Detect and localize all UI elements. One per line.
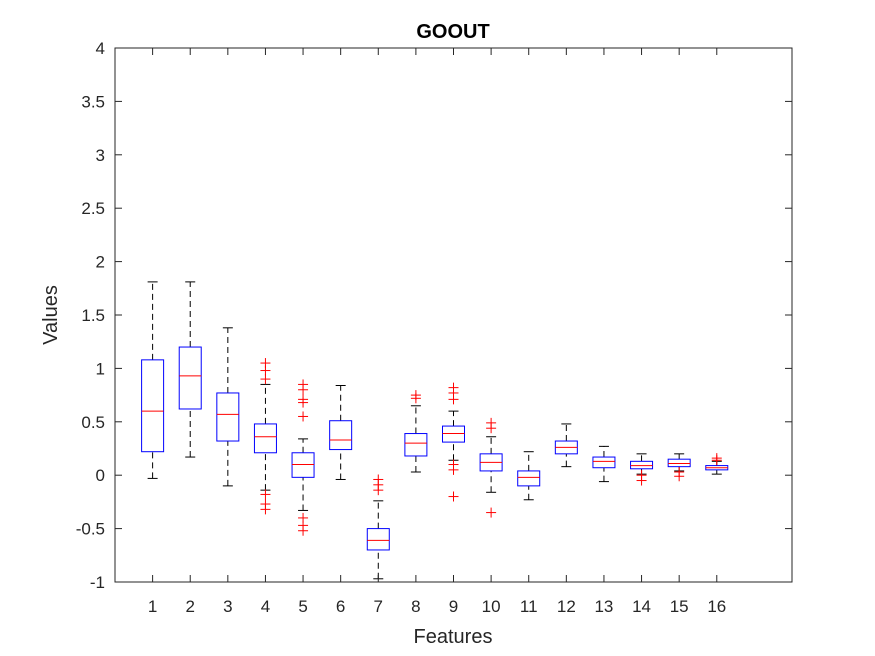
outlier-marker — [448, 464, 459, 475]
y-axis-label: Values — [40, 285, 62, 345]
box-group-4 — [253, 358, 277, 515]
axes: -1-0.500.511.522.533.541 2 3 4 5 6 7 8 9 10 11 12 13… — [76, 39, 793, 616]
y-tick-label: 2 — [96, 253, 105, 272]
box-group-13 — [592, 445, 616, 483]
x-tick-label: 4 — [261, 597, 270, 616]
outlier-marker — [298, 397, 309, 408]
x-tick-label: 8 — [411, 597, 420, 616]
box-iqr — [216, 392, 240, 442]
x-tick-label: 9 — [449, 597, 458, 616]
x-tick-label: 16 — [707, 597, 726, 616]
outlier-marker — [260, 504, 271, 515]
y-tick-label: 3 — [96, 146, 105, 165]
box-group-2 — [178, 281, 202, 458]
box-iqr — [366, 528, 390, 551]
box-group-14 — [630, 453, 654, 486]
outlier-marker — [260, 374, 271, 385]
outlier-marker — [260, 365, 271, 376]
box-iqr — [253, 423, 277, 454]
box-group-12 — [554, 423, 578, 468]
box-iqr — [404, 433, 428, 457]
x-tick-label: 10 — [482, 597, 501, 616]
y-tick-label: -0.5 — [76, 520, 105, 539]
outlier-marker — [410, 393, 421, 404]
outlier-marker — [448, 394, 459, 405]
outlier-marker — [260, 489, 271, 500]
outlier-marker — [636, 475, 647, 486]
outlier-marker — [373, 485, 384, 496]
outlier-marker — [298, 384, 309, 395]
box-group-1 — [141, 281, 165, 479]
box-group-9 — [442, 382, 465, 502]
x-tick-label: 5 — [298, 597, 307, 616]
box-group-16 — [705, 453, 729, 475]
y-tick-label: 0 — [96, 466, 105, 485]
x-tick-label: 13 — [594, 597, 613, 616]
box-group-8 — [404, 390, 428, 473]
box-iqr — [141, 359, 165, 453]
y-tick-label: -1 — [90, 573, 105, 592]
plot-area — [115, 48, 792, 582]
y-tick-label: 1.5 — [81, 306, 105, 325]
outlier-marker — [711, 455, 722, 466]
outlier-marker — [486, 507, 497, 518]
box-iqr — [329, 420, 353, 451]
box-group-5 — [291, 379, 315, 536]
box-iqr — [178, 346, 202, 410]
x-tick-label: 7 — [374, 597, 383, 616]
box-iqr — [630, 460, 654, 470]
x-tick-label: 12 — [557, 597, 576, 616]
outlier-marker — [674, 471, 685, 482]
box-group-10 — [479, 417, 503, 518]
x-tick-label: 2 — [185, 597, 194, 616]
outlier-marker — [448, 491, 459, 502]
x-tick-label: 11 — [520, 597, 538, 616]
box-group-15 — [667, 453, 691, 482]
outlier-marker — [298, 525, 309, 536]
box-iqr — [442, 425, 465, 443]
x-axis-label: Features — [414, 626, 493, 648]
y-tick-label: 3.5 — [81, 92, 105, 111]
box-iqr — [592, 456, 616, 469]
box-group-7 — [366, 474, 390, 580]
x-tick-label: 14 — [632, 597, 651, 616]
x-tick-label: 3 — [223, 597, 232, 616]
x-tick-label: 6 — [336, 597, 345, 616]
y-tick-label: 2.5 — [81, 199, 105, 218]
box-iqr — [517, 470, 541, 487]
chart-marks — [141, 281, 729, 580]
box-iqr — [667, 458, 691, 468]
box-group-6 — [329, 384, 353, 480]
box-group-11 — [517, 451, 541, 501]
outlier-marker — [486, 423, 497, 434]
box-iqr — [291, 452, 315, 478]
x-tick-label: 1 — [148, 597, 157, 616]
y-tick-label: 1 — [96, 359, 105, 378]
y-tick-label: 0.5 — [81, 413, 105, 432]
outlier-marker — [298, 411, 309, 422]
x-tick-label: 15 — [670, 597, 689, 616]
chart-title: GOOUT — [416, 21, 489, 43]
y-tick-label: 4 — [96, 39, 105, 58]
box-group-3 — [216, 327, 240, 487]
